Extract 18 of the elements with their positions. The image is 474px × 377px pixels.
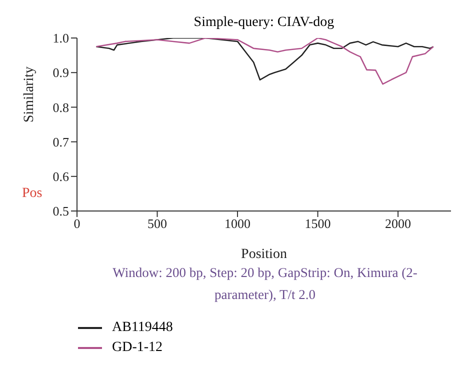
x-tick-label: 1500 (304, 216, 331, 232)
legend-label: GD-1-12 (112, 339, 163, 357)
y-tick-label: 0.9 (52, 65, 69, 80)
x-tick-label: 2000 (385, 216, 412, 232)
y-tick-label: 0.6 (52, 169, 70, 184)
legend-label: AB119448 (112, 319, 173, 337)
x-tick-label: 1000 (224, 216, 251, 232)
y-tick-label: 0.7 (52, 134, 70, 150)
text: Window: 200 bp, Step: 20 bp, GapStrip: On, Kimura (2-parameter), T/t 2.0 (112, 264, 418, 304)
y-tick-label: 1.0 (52, 30, 69, 46)
x-tick-label: 500 (148, 216, 168, 232)
text: Pos (22, 186, 42, 202)
x-tick-label: 0 (74, 216, 80, 232)
y-tick-label: 0.5 (52, 204, 69, 219)
y-tick-label: 0.8 (52, 100, 69, 115)
y-axis-title: Similarity (22, 66, 37, 122)
chart-title: Simple-query: CIAV-dog (194, 15, 334, 30)
x-axis-title: Position (241, 247, 287, 262)
